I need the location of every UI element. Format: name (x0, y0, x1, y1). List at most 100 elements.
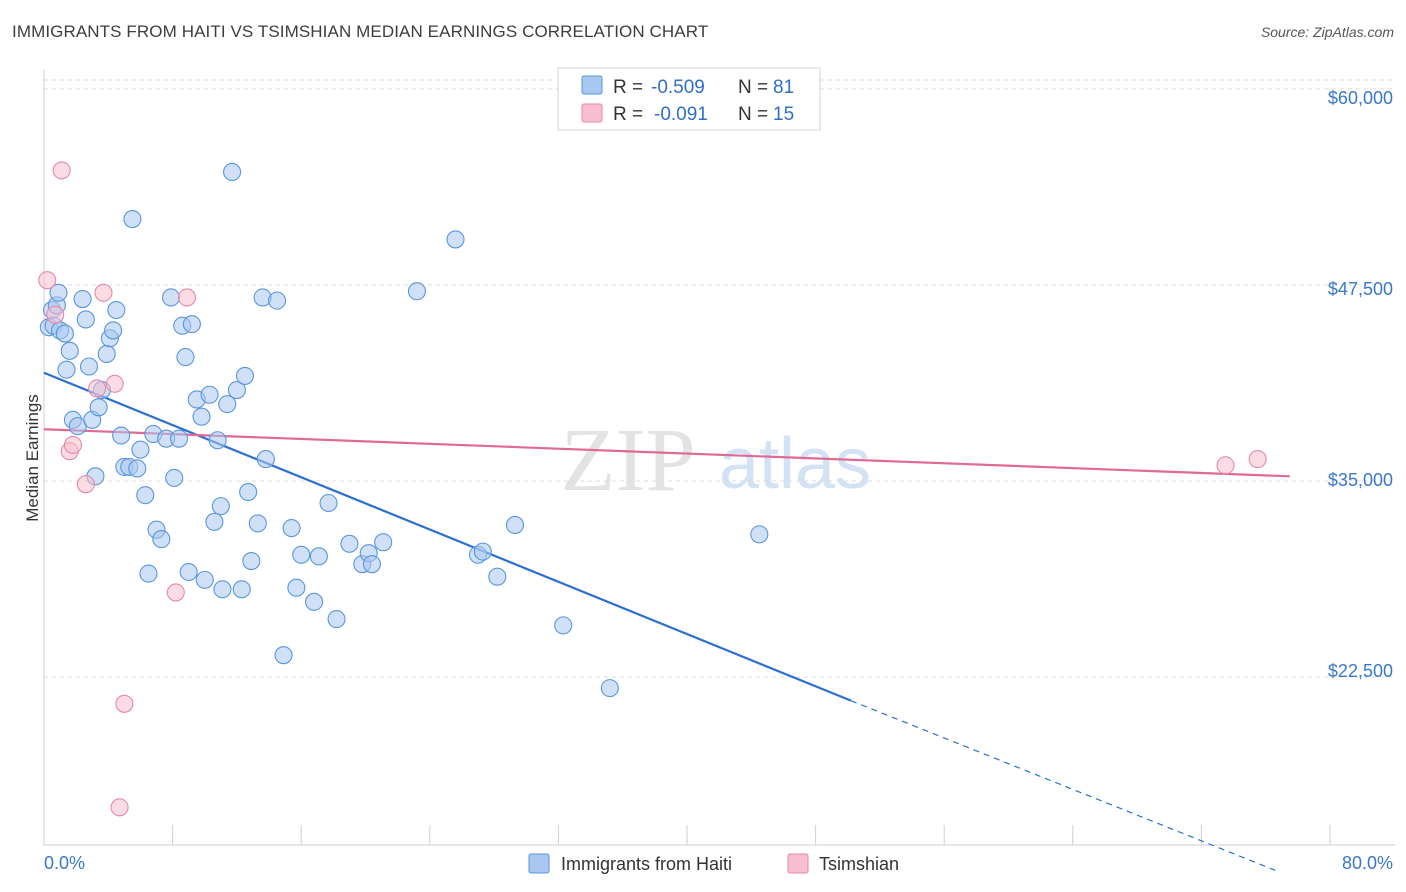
legend-tsimshian-n-label: N = (738, 104, 768, 125)
y-tick-label-22500: $22,500 (1328, 661, 1393, 681)
point-haiti-18 (97, 344, 116, 364)
point-haiti-67 (327, 610, 346, 629)
data-points (38, 161, 1267, 817)
point-tsimshian-6 (87, 379, 107, 398)
legend-swatch-haiti (581, 75, 603, 95)
point-haiti-74 (446, 230, 465, 249)
point-haiti-28 (136, 486, 155, 505)
point-haiti-39 (179, 562, 198, 582)
legend-swatch-tsimshian (581, 103, 603, 123)
y-axis-label: Median Earnings (23, 394, 42, 522)
point-haiti-35 (165, 468, 184, 487)
y-tick-label-60000: $60,000 (1328, 88, 1393, 108)
series-legend: Immigrants from Haiti Tsimshian (528, 853, 899, 874)
point-tsimshian-2 (52, 161, 71, 180)
point-haiti-45 (205, 512, 224, 531)
point-haiti-42 (192, 407, 211, 426)
point-haiti-64 (305, 592, 324, 611)
point-haiti-73 (407, 282, 426, 301)
trend-line-tsimshian (43, 428, 1290, 478)
bottom-legend-swatch-haiti (528, 853, 550, 874)
point-haiti-32 (152, 530, 171, 549)
legend-tsimshian-r-value: -0.091 (654, 104, 708, 125)
bottom-legend-swatch-tsimshian (787, 853, 809, 874)
watermark-zip: ZIP (561, 411, 696, 510)
point-haiti-22 (112, 426, 131, 445)
point-tsimshian-7 (94, 283, 113, 302)
point-haiti-62 (287, 578, 306, 597)
point-haiti-78 (505, 515, 525, 535)
point-tsimshian-9 (115, 694, 134, 713)
point-haiti-65 (309, 547, 328, 566)
point-haiti-36 (169, 429, 189, 448)
point-haiti-63 (292, 545, 311, 564)
point-haiti-80 (600, 679, 619, 698)
point-haiti-11 (73, 289, 92, 309)
y-tick-label-47500: $47,500 (1328, 279, 1393, 299)
point-haiti-53 (235, 366, 254, 385)
point-tsimshian-4 (63, 435, 82, 454)
trend-lines (43, 371, 1290, 873)
point-haiti-44 (200, 385, 219, 404)
point-haiti-58 (256, 450, 275, 469)
point-haiti-50 (223, 162, 242, 182)
watermark-atlas: atlas (719, 424, 871, 504)
point-haiti-51 (227, 380, 246, 400)
axes (43, 70, 1395, 846)
point-haiti-61 (282, 519, 301, 538)
point-haiti-81 (750, 525, 769, 544)
point-haiti-38 (176, 348, 195, 367)
point-haiti-76 (473, 542, 492, 561)
point-haiti-12 (76, 310, 95, 329)
point-haiti-66 (319, 493, 338, 513)
point-haiti-4 (49, 283, 68, 302)
point-haiti-72 (374, 533, 393, 552)
point-tsimshian-11 (166, 583, 185, 602)
trend-line-haiti-extension (850, 700, 1279, 873)
legend-tsimshian-r-label: R = (613, 104, 643, 125)
point-haiti-48 (213, 580, 232, 599)
legend-haiti-n-value: 81 (773, 77, 794, 98)
point-haiti-7 (57, 360, 76, 379)
point-haiti-6 (55, 324, 74, 343)
source-label: Source: ZipAtlas.com (1260, 24, 1394, 40)
point-haiti-71 (362, 555, 381, 574)
chart-title: IMMIGRANTS FROM HAITI VS TSIMSHIAN MEDIA… (12, 22, 709, 41)
point-haiti-59 (268, 291, 287, 310)
point-haiti-47 (211, 497, 230, 516)
x-tick-label-min: 0.0% (44, 853, 85, 873)
point-haiti-54 (239, 482, 258, 502)
point-haiti-60 (274, 646, 293, 665)
point-haiti-8 (60, 341, 79, 360)
point-haiti-21 (107, 300, 126, 320)
point-haiti-26 (128, 459, 147, 478)
bottom-legend-label-haiti: Immigrants from Haiti (561, 854, 732, 874)
point-tsimshian-12 (178, 288, 197, 307)
point-haiti-49 (218, 395, 237, 414)
point-haiti-29 (139, 564, 158, 583)
point-tsimshian-8 (105, 374, 124, 393)
point-haiti-52 (232, 580, 251, 599)
point-haiti-55 (242, 551, 261, 571)
trend-line-haiti (43, 371, 852, 702)
point-haiti-77 (488, 567, 507, 586)
x-tick-label-max: 80.0% (1342, 853, 1393, 873)
legend-haiti-r-label: R = (613, 77, 643, 98)
y-tick-label-35000: $35,000 (1328, 470, 1393, 490)
legend-haiti-n-label: N = (738, 77, 768, 98)
point-haiti-43 (195, 570, 214, 589)
point-haiti-46 (208, 431, 227, 450)
point-tsimshian-1 (46, 305, 65, 324)
point-haiti-16 (89, 398, 108, 417)
point-haiti-20 (104, 321, 123, 340)
legend-haiti-r-value: -0.509 (651, 77, 705, 98)
point-haiti-27 (131, 440, 150, 459)
point-haiti-79 (554, 616, 573, 635)
point-haiti-68 (340, 534, 359, 553)
point-haiti-34 (161, 288, 181, 307)
point-tsimshian-14 (1248, 450, 1267, 469)
point-haiti-56 (248, 514, 267, 533)
point-tsimshian-13 (1216, 456, 1235, 475)
legend-tsimshian-n-value: 15 (773, 104, 794, 125)
